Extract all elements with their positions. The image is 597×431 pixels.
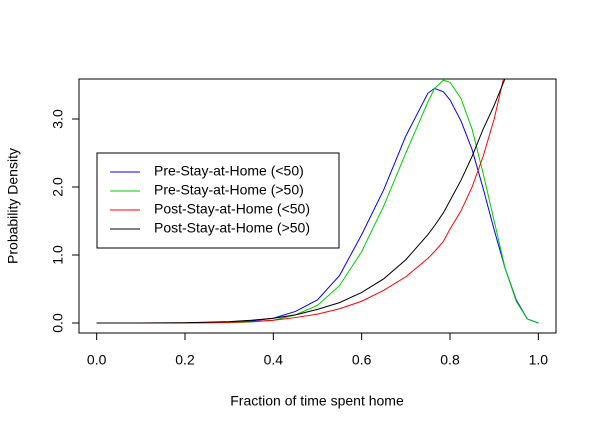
x-tick-label: 0.4: [264, 352, 284, 368]
y-tick-label: 1.0: [50, 245, 66, 265]
y-axis-label: Probability Density: [5, 148, 21, 264]
y-tick-label: 2.0: [50, 177, 66, 197]
x-tick-label: 0.6: [352, 352, 372, 368]
series-line: [96, 87, 539, 324]
legend-box: [96, 152, 340, 249]
plot-box: [78, 78, 557, 334]
legend-label: Post-Stay-at-Home (<50): [154, 201, 310, 217]
plot-area: [96, 79, 539, 324]
y-tick-label: 3.0: [50, 109, 66, 129]
series-line: [96, 79, 504, 324]
x-tick-label: 0.2: [175, 352, 195, 368]
x-tick-label: 1.0: [529, 352, 549, 368]
legend-label: Post-Stay-at-Home (>50): [154, 220, 310, 236]
x-tick-label: 0.0: [87, 352, 107, 368]
x-tick-label: 0.8: [440, 352, 460, 368]
legend-label: Pre-Stay-at-Home (<50): [154, 163, 304, 179]
x-axis-label: Fraction of time spent home: [230, 393, 404, 409]
legend-label: Pre-Stay-at-Home (>50): [154, 182, 304, 198]
series-line: [96, 79, 506, 324]
y-tick-label: 0.0: [50, 313, 66, 333]
